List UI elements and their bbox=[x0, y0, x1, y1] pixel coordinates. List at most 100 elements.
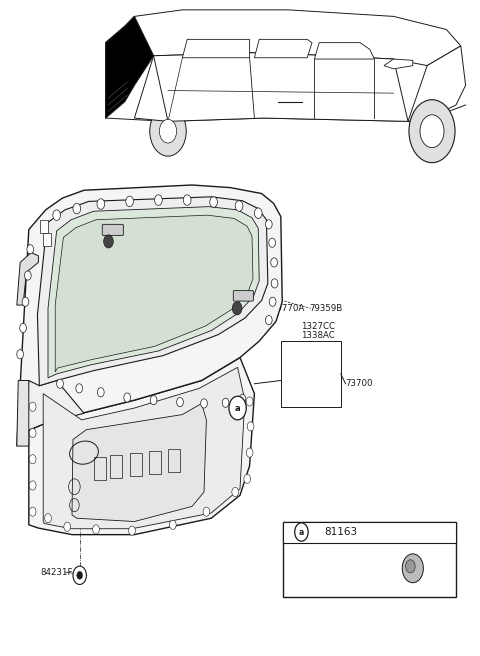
Text: 1327CC: 1327CC bbox=[170, 258, 204, 267]
Circle shape bbox=[93, 525, 99, 534]
Circle shape bbox=[239, 394, 246, 403]
Polygon shape bbox=[25, 380, 84, 432]
Bar bbox=[283, 522, 456, 543]
Circle shape bbox=[97, 388, 104, 397]
Circle shape bbox=[265, 316, 272, 325]
Circle shape bbox=[177, 398, 183, 407]
Bar bbox=[43, 233, 51, 246]
Polygon shape bbox=[43, 367, 245, 529]
Circle shape bbox=[77, 571, 83, 579]
Circle shape bbox=[169, 520, 176, 529]
Circle shape bbox=[29, 481, 36, 490]
Polygon shape bbox=[254, 39, 312, 58]
Text: 1338AC: 1338AC bbox=[170, 267, 204, 276]
Text: a: a bbox=[235, 403, 240, 413]
Circle shape bbox=[124, 393, 131, 402]
Circle shape bbox=[246, 397, 253, 406]
Circle shape bbox=[126, 196, 133, 207]
Circle shape bbox=[76, 384, 83, 393]
Polygon shape bbox=[72, 403, 206, 522]
Circle shape bbox=[254, 208, 262, 218]
Polygon shape bbox=[17, 380, 29, 446]
Circle shape bbox=[210, 197, 217, 207]
Circle shape bbox=[97, 199, 105, 209]
Circle shape bbox=[271, 258, 277, 267]
Circle shape bbox=[232, 487, 239, 497]
Text: 73700: 73700 bbox=[346, 379, 373, 388]
Bar bbox=[149, 451, 161, 474]
Circle shape bbox=[29, 428, 36, 438]
Polygon shape bbox=[17, 185, 282, 446]
Text: 81163: 81163 bbox=[324, 527, 357, 537]
Circle shape bbox=[229, 396, 246, 420]
Circle shape bbox=[29, 455, 36, 464]
Circle shape bbox=[57, 379, 63, 388]
Circle shape bbox=[27, 245, 34, 254]
Circle shape bbox=[246, 448, 253, 457]
Circle shape bbox=[29, 402, 36, 411]
Polygon shape bbox=[182, 39, 250, 58]
Polygon shape bbox=[314, 43, 374, 59]
Polygon shape bbox=[37, 197, 268, 386]
Polygon shape bbox=[384, 59, 413, 69]
Circle shape bbox=[269, 238, 276, 247]
Circle shape bbox=[201, 399, 207, 408]
Circle shape bbox=[73, 566, 86, 584]
Circle shape bbox=[22, 297, 29, 306]
Circle shape bbox=[129, 526, 135, 535]
Circle shape bbox=[29, 507, 36, 516]
Bar bbox=[40, 220, 48, 233]
Circle shape bbox=[17, 350, 24, 359]
Circle shape bbox=[64, 522, 71, 531]
Bar bbox=[281, 341, 341, 407]
Circle shape bbox=[24, 271, 31, 280]
Circle shape bbox=[247, 422, 254, 431]
Text: a: a bbox=[299, 527, 304, 537]
Circle shape bbox=[183, 195, 191, 205]
Circle shape bbox=[402, 554, 423, 583]
Circle shape bbox=[159, 119, 177, 143]
Circle shape bbox=[271, 279, 278, 288]
Circle shape bbox=[244, 474, 251, 483]
Bar bbox=[283, 522, 456, 597]
Bar bbox=[130, 453, 142, 476]
Circle shape bbox=[222, 398, 229, 407]
Polygon shape bbox=[134, 52, 408, 121]
Circle shape bbox=[295, 523, 308, 541]
Polygon shape bbox=[408, 46, 466, 121]
Circle shape bbox=[406, 560, 415, 573]
Circle shape bbox=[73, 203, 81, 214]
Text: 84231F: 84231F bbox=[41, 567, 73, 577]
Text: 79770A: 79770A bbox=[137, 240, 170, 249]
Bar bbox=[110, 455, 122, 478]
Circle shape bbox=[150, 106, 186, 156]
Text: 79770A: 79770A bbox=[271, 304, 304, 313]
Circle shape bbox=[265, 220, 272, 229]
FancyBboxPatch shape bbox=[102, 224, 123, 236]
Polygon shape bbox=[106, 10, 461, 66]
Bar bbox=[94, 457, 106, 480]
Text: 1327CC: 1327CC bbox=[301, 322, 336, 331]
Circle shape bbox=[20, 323, 26, 333]
Circle shape bbox=[235, 201, 243, 211]
Polygon shape bbox=[17, 253, 38, 305]
Polygon shape bbox=[48, 207, 259, 378]
Text: 79359B: 79359B bbox=[175, 240, 208, 249]
Circle shape bbox=[409, 100, 455, 163]
Circle shape bbox=[150, 396, 157, 405]
Circle shape bbox=[155, 195, 162, 205]
Circle shape bbox=[203, 507, 210, 516]
Circle shape bbox=[104, 235, 113, 248]
Circle shape bbox=[269, 297, 276, 306]
Bar bbox=[168, 449, 180, 472]
Polygon shape bbox=[29, 358, 254, 535]
Polygon shape bbox=[106, 16, 154, 118]
Circle shape bbox=[53, 210, 60, 220]
Circle shape bbox=[232, 302, 242, 315]
Polygon shape bbox=[55, 215, 253, 372]
Circle shape bbox=[420, 115, 444, 148]
Text: 79359B: 79359B bbox=[310, 304, 343, 313]
FancyBboxPatch shape bbox=[233, 291, 253, 301]
Text: 1338AC: 1338AC bbox=[301, 331, 335, 340]
Circle shape bbox=[45, 514, 51, 523]
